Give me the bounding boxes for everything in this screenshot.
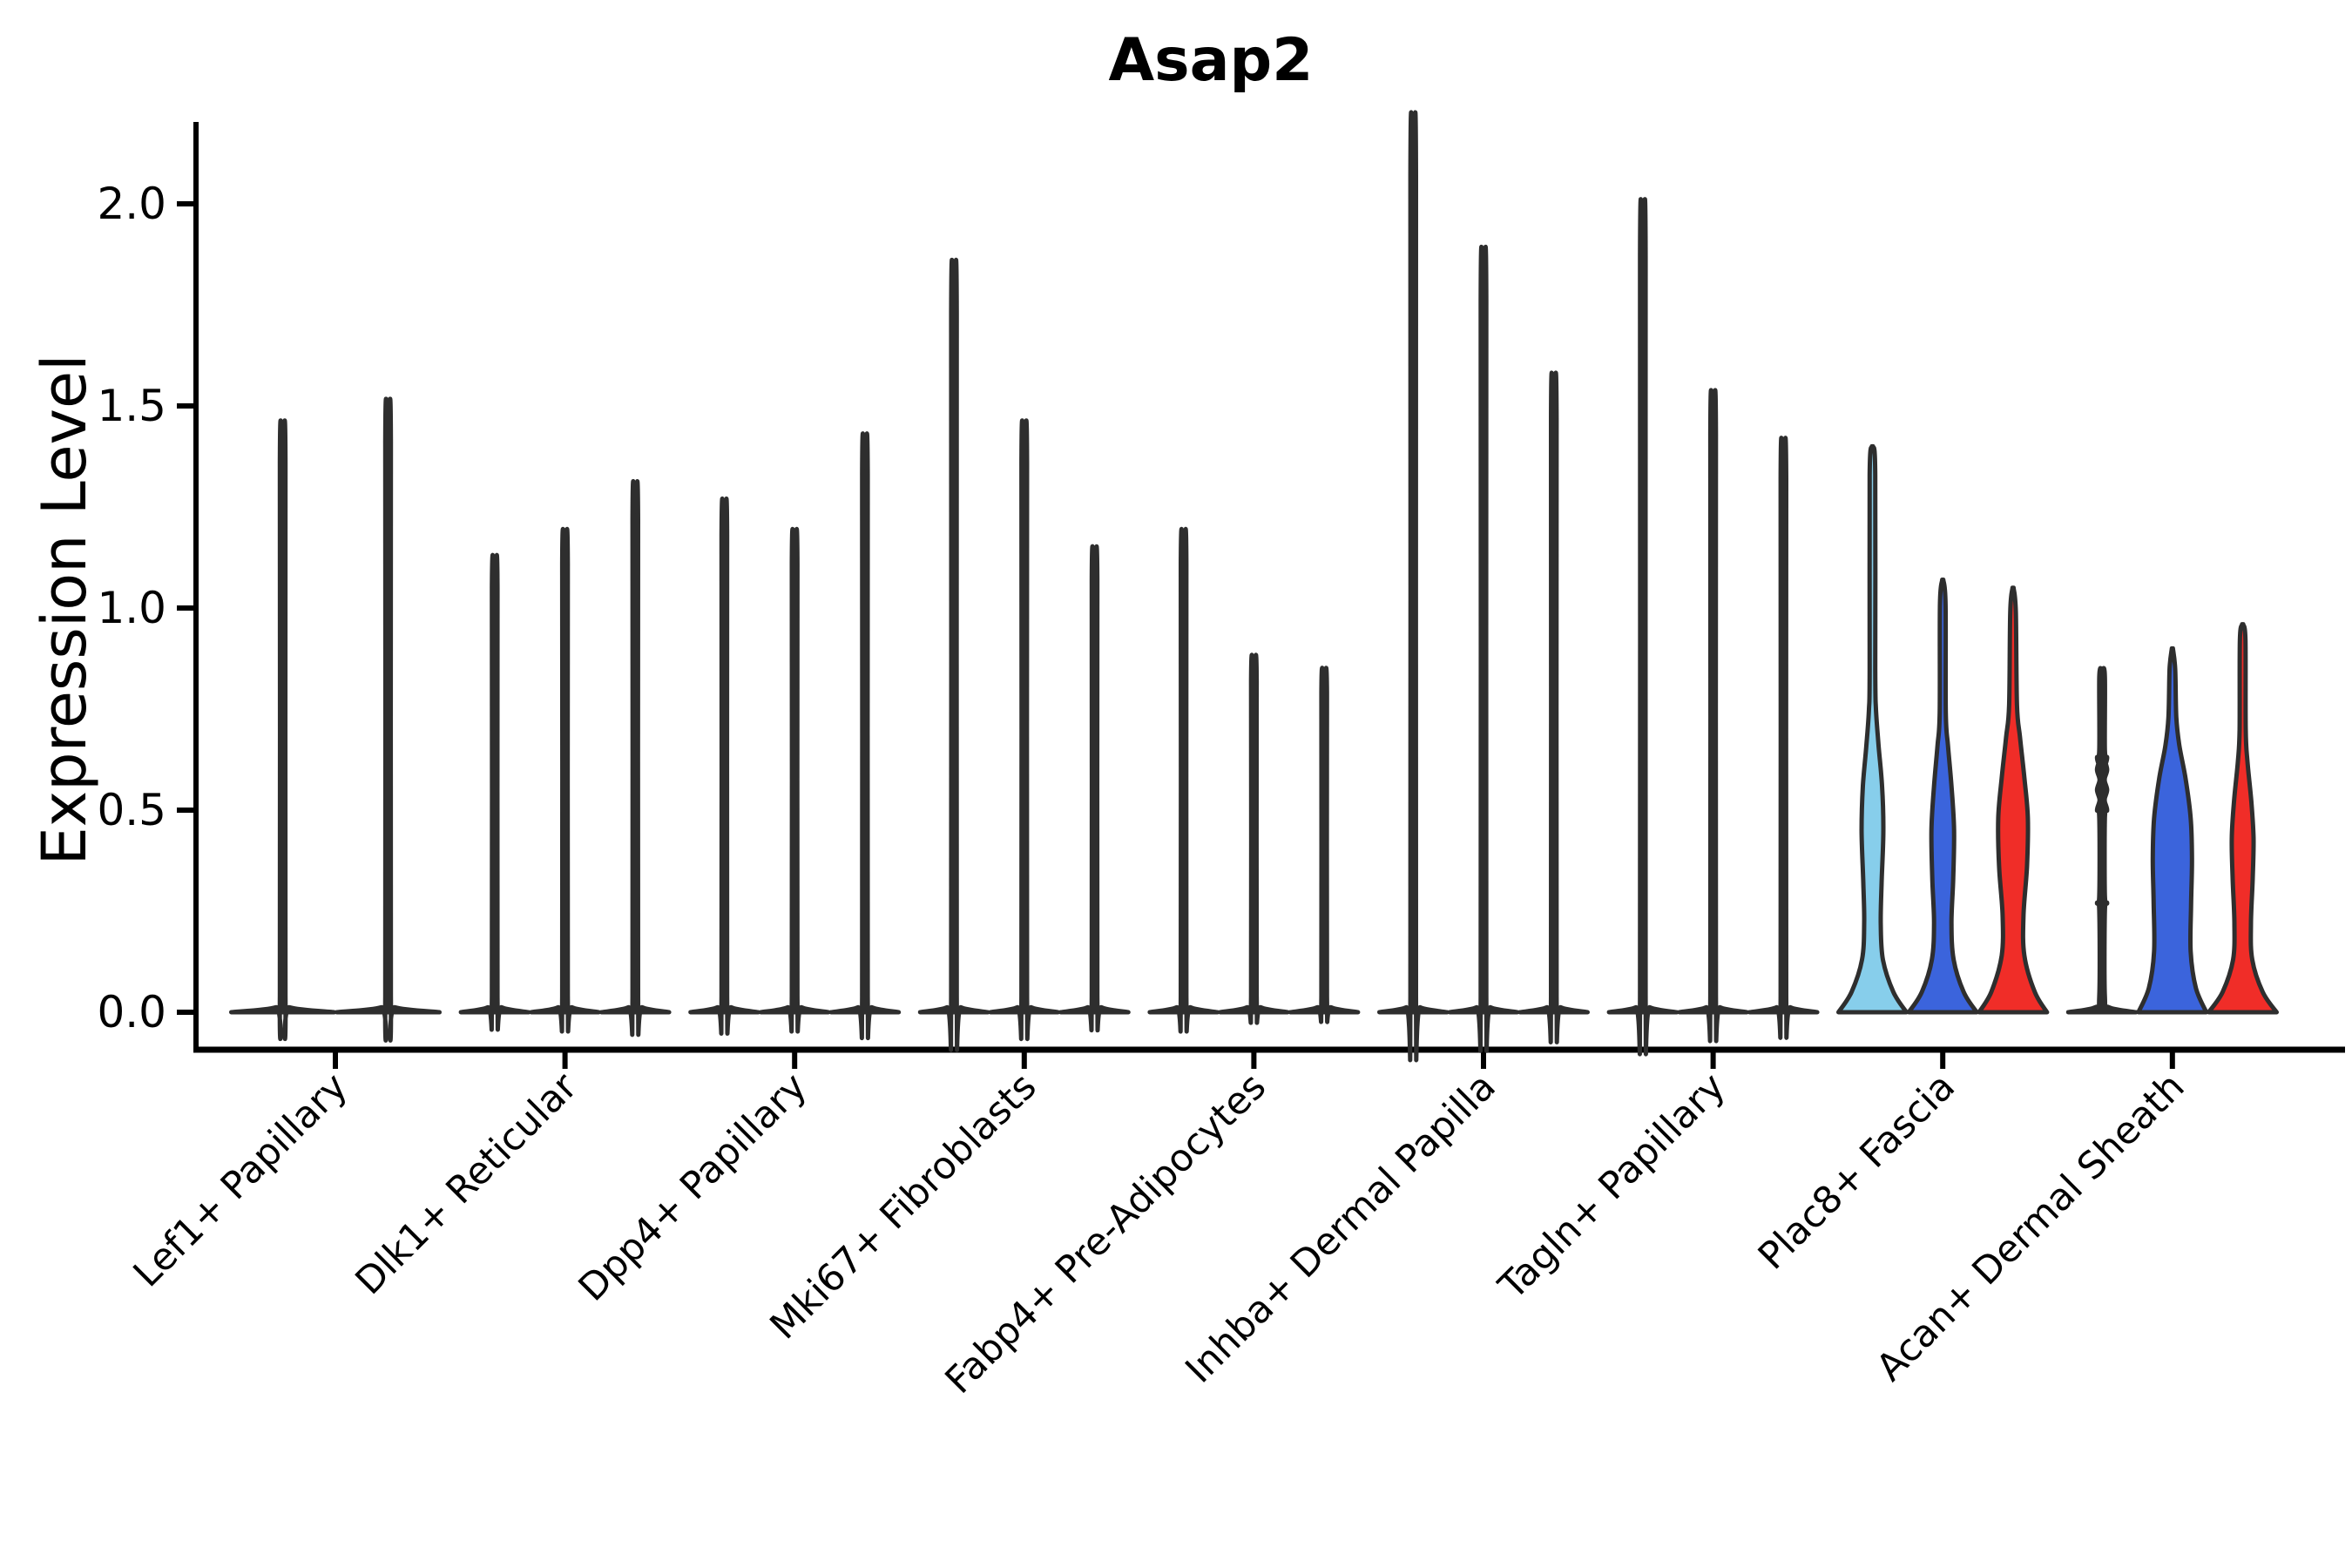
violin-9-2: [2136, 645, 2209, 1015]
violin-9-3: [2207, 622, 2279, 1015]
violin-6-2: [1447, 244, 1520, 1053]
violin-2-1: [458, 552, 531, 1032]
violin-5-1: [1147, 527, 1220, 1034]
violin-4-3: [1058, 544, 1131, 1033]
violin-7-3: [1747, 436, 1820, 1040]
violin-4-2: [988, 418, 1061, 1041]
violin-4-1: [917, 257, 990, 1052]
violin-3-2: [758, 527, 831, 1034]
y-tick-label: 1.0: [97, 583, 166, 633]
violin-6-1: [1377, 110, 1450, 1063]
violin-9-1: [2065, 666, 2139, 1015]
violin-8-2: [1906, 578, 1979, 1015]
y-tick-label: 2.0: [97, 179, 166, 229]
violin-7-2: [1677, 388, 1749, 1044]
violin-5-2: [1218, 652, 1290, 1025]
violin-7-1: [1606, 197, 1680, 1057]
violin-8-3: [1977, 585, 2050, 1015]
violin-3-3: [828, 431, 902, 1040]
violin-2-2: [529, 527, 601, 1034]
violin-6-3: [1517, 370, 1590, 1044]
y-tick-label: 0.5: [97, 785, 166, 835]
violin-1-2: [335, 396, 442, 1043]
violin-5-3: [1288, 666, 1361, 1024]
violin-1-1: [229, 418, 336, 1041]
y-tick-label: 1.5: [97, 381, 166, 431]
chart-title: Asap2: [1108, 26, 1314, 95]
violin-3-1: [688, 496, 760, 1036]
violin-8-1: [1836, 443, 1909, 1015]
x-tick-label: Plac8+ Fascia: [1750, 1064, 1963, 1278]
x-tick-label: Lef1+ Papillary: [125, 1064, 356, 1295]
x-tick-label: Tagln+ Papillary: [1490, 1064, 1734, 1308]
x-tick-label: Dlk1+ Reticular: [348, 1064, 586, 1303]
y-tick-label: 0.0: [97, 987, 166, 1037]
violin-2-3: [598, 478, 672, 1037]
x-tick-label: Dpp4+ Papillary: [571, 1064, 815, 1309]
